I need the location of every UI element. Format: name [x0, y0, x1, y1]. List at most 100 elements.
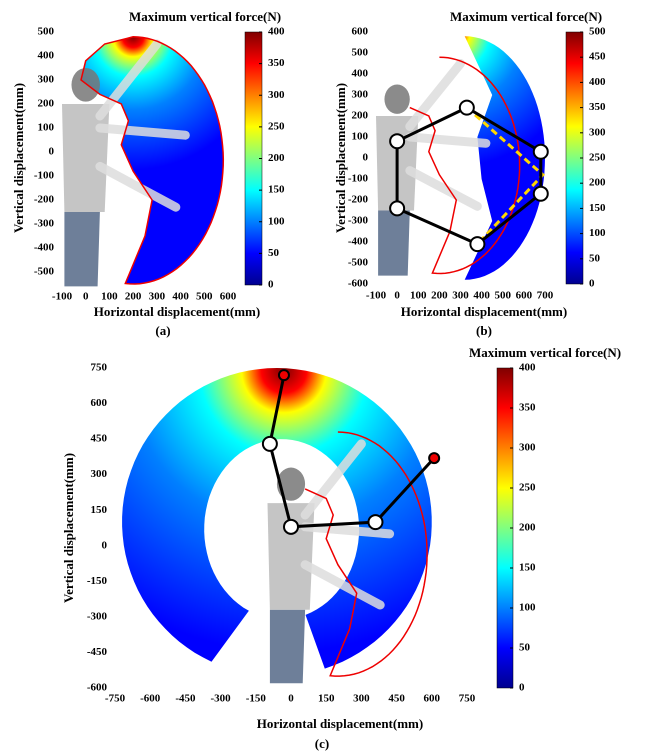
x-tick-label: 200	[125, 291, 142, 303]
colorbar-tick-label: 150	[268, 184, 285, 196]
x-tick-label: 700	[537, 290, 554, 302]
y-tick-label: 300	[91, 468, 108, 480]
human-arm	[405, 132, 491, 148]
x-axis-label: Horizontal displacement(mm)	[401, 304, 567, 319]
colorbar-tick-label: 200	[519, 522, 536, 534]
panel-label: (c)	[315, 736, 329, 751]
human-arm	[95, 123, 190, 140]
x-tick-label: 600	[424, 693, 441, 705]
y-tick-label: -150	[87, 575, 108, 587]
colorbar-tick-label: 50	[268, 247, 280, 259]
plot-area	[122, 368, 441, 684]
x-tick-label: 300	[149, 291, 166, 303]
y-axis-label: Vertical displacement(mm)	[11, 83, 26, 233]
y-tick-label: -300	[34, 218, 55, 230]
x-tick-label: 600	[516, 290, 533, 302]
colorbar-tick-label: 200	[589, 177, 606, 189]
colorbar-tick-label: 300	[519, 442, 536, 454]
colorbar-tick-label: 300	[268, 89, 285, 101]
y-tick-label: -400	[34, 242, 55, 254]
colorbar-tick-label: 250	[519, 482, 536, 494]
plot-area	[62, 36, 225, 287]
colorbar-tick-label: 100	[268, 215, 285, 227]
y-tick-label: 300	[352, 89, 369, 101]
colorbar-tick-label: 400	[268, 26, 285, 38]
y-tick-label: 750	[91, 362, 108, 374]
x-tick-label: -150	[246, 693, 267, 705]
y-tick-label: -200	[34, 194, 55, 206]
colorbar-tick-label: 50	[589, 252, 601, 264]
x-tick-label: 150	[318, 693, 335, 705]
x-tick-label: -100	[366, 290, 387, 302]
x-tick-label: 600	[220, 291, 237, 303]
human-torso	[62, 104, 110, 212]
y-tick-label: 0	[49, 146, 55, 158]
y-tick-label: -200	[348, 194, 369, 206]
y-tick-label: 0	[363, 152, 369, 164]
x-tick-label: -750	[105, 693, 126, 705]
dashed-link	[465, 106, 546, 246]
y-tick-label: 400	[38, 50, 55, 62]
y-tick-label: 450	[91, 433, 108, 445]
human-arm	[405, 59, 465, 131]
workspace-outline	[80, 36, 225, 285]
colorbar-tick-label: 100	[519, 602, 536, 614]
robot-joint	[283, 518, 299, 535]
x-tick-label: 0	[83, 291, 89, 303]
y-tick-label: -600	[348, 278, 369, 290]
human-head	[384, 84, 410, 114]
x-tick-label: 750	[459, 693, 476, 705]
x-tick-label: 0	[394, 290, 400, 302]
y-tick-label: 200	[38, 98, 55, 110]
colorbar-tick-label: 350	[268, 57, 285, 69]
x-tick-label: 200	[431, 290, 448, 302]
robot-joint	[458, 99, 475, 116]
colorbar-tick-label: 450	[589, 51, 606, 63]
human-head	[276, 467, 306, 501]
x-tick-label: 0	[288, 693, 294, 705]
colorbar-tick-label: 200	[268, 152, 285, 164]
x-tick-label: 300	[353, 693, 370, 705]
human-arm	[95, 39, 162, 121]
colorbar-tick-label: 250	[589, 152, 606, 164]
x-axis-label: Horizontal displacement(mm)	[257, 716, 423, 731]
robot-joint	[277, 369, 290, 382]
robot-joint	[389, 200, 406, 217]
colorbar-tick-label: 150	[589, 202, 606, 214]
x-tick-label: 500	[196, 291, 213, 303]
robot-joint	[261, 435, 278, 452]
workspace-heatmap	[464, 36, 545, 280]
human-arm	[300, 560, 385, 610]
colorbar-tick-label: 400	[589, 76, 606, 88]
x-tick-label: -100	[52, 291, 73, 303]
x-tick-label: -450	[175, 693, 196, 705]
y-tick-label: -600	[87, 682, 108, 694]
human-arm	[300, 522, 395, 539]
colorbar-tick-label: 350	[519, 402, 536, 414]
x-tick-label: 500	[495, 290, 512, 302]
colorbar-tick-label: 0	[589, 278, 595, 290]
human-legs	[64, 212, 100, 287]
y-tick-label: 600	[91, 397, 108, 409]
panel-label: (b)	[476, 323, 492, 338]
colorbar-tick-label: 100	[589, 227, 606, 239]
y-tick-label: -100	[348, 173, 369, 185]
y-tick-label: 500	[352, 47, 369, 59]
y-tick-label: -500	[348, 257, 369, 269]
colorbar-title: Maximum vertical force(N)	[129, 9, 281, 24]
colorbar-tick-label: 350	[589, 101, 606, 113]
x-tick-label: -300	[211, 693, 232, 705]
x-tick-label: 100	[410, 290, 427, 302]
y-tick-label: -400	[348, 236, 369, 248]
robot-joint	[389, 133, 406, 150]
plot-area	[376, 36, 549, 280]
x-tick-label: 300	[452, 290, 469, 302]
y-tick-label: 100	[38, 122, 55, 134]
y-tick-label: -100	[34, 170, 55, 182]
y-tick-label: 600	[352, 26, 369, 38]
colorbar-tick-label: 50	[519, 642, 531, 654]
x-tick-label: 100	[101, 291, 118, 303]
robot-joint	[428, 452, 441, 465]
robot-joint	[532, 143, 549, 160]
colorbar-tick-label: 150	[519, 562, 536, 574]
